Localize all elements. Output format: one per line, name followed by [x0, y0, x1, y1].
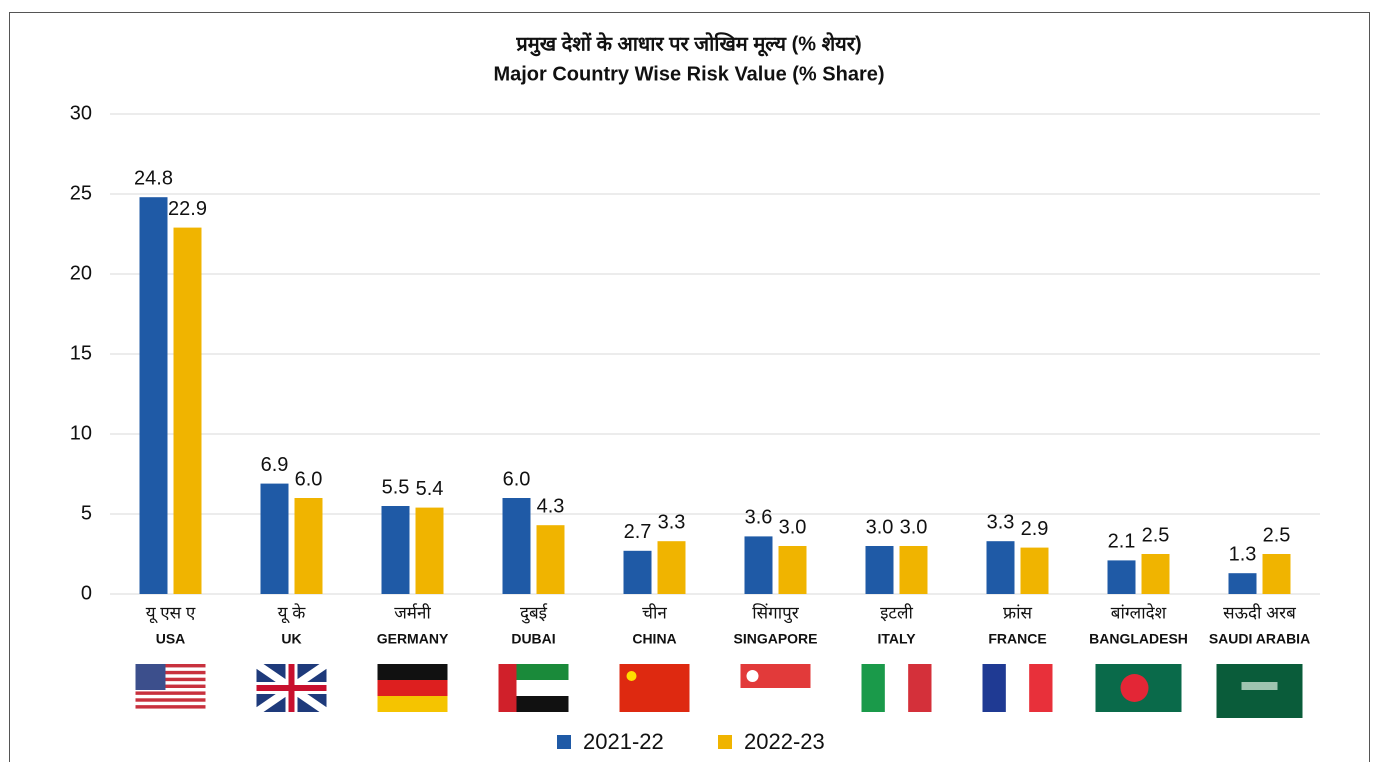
flag-part: [498, 664, 517, 712]
bar: [744, 536, 773, 594]
data-label: 1.3: [1229, 543, 1257, 565]
bar: [899, 546, 928, 594]
flag-part: [982, 664, 1006, 712]
data-label: 6.9: [261, 454, 289, 476]
bar: [536, 525, 565, 594]
flag-part: [1216, 664, 1303, 718]
bar: [1107, 560, 1136, 594]
bar: [294, 498, 323, 594]
x-tick-label: ITALY: [877, 631, 916, 647]
y-tick-label: 5: [81, 502, 92, 524]
x-tick-label: GERMANY: [377, 631, 449, 647]
x-tick-label-hindi: यू एस ए: [146, 603, 196, 623]
x-tick-label-hindi: सिंगापुर: [752, 602, 800, 623]
y-tick-label: 15: [70, 342, 92, 364]
bar: [1020, 547, 1049, 594]
bar: [986, 541, 1015, 594]
x-tick-label: CHINA: [632, 631, 676, 647]
flag-part: [1029, 664, 1053, 712]
flag-part: [135, 691, 206, 695]
x-tick-label-hindi: फ्रांस: [1003, 603, 1033, 622]
x-tick-label: DUBAI: [511, 631, 555, 647]
x-tick-label-hindi: दुबई: [520, 602, 548, 623]
flag-part: [619, 664, 690, 712]
flag-part: [377, 696, 448, 712]
flag-part: [746, 670, 759, 682]
data-label: 3.3: [987, 511, 1015, 533]
data-label: 4.3: [537, 495, 565, 517]
x-tick-label: SAUDI ARABIA: [1209, 631, 1310, 647]
flag-part: [1241, 682, 1278, 690]
x-tick-label-hindi: सऊदी अरब: [1223, 602, 1296, 622]
flag-part: [626, 671, 637, 681]
legend-swatch: [718, 735, 732, 749]
frame: [9, 12, 1370, 762]
data-label: 3.0: [900, 516, 928, 538]
data-label: 5.4: [416, 478, 444, 500]
flag-part: [377, 680, 448, 696]
x-tick-label-hindi: बांग्लादेश: [1111, 602, 1167, 622]
x-tick-label-hindi: जर्मनी: [394, 602, 431, 622]
y-tick-label: 0: [81, 582, 92, 604]
bar: [623, 550, 652, 594]
bar: [502, 498, 531, 594]
flag-part: [135, 705, 206, 709]
bar: [865, 546, 894, 594]
bar: [415, 507, 444, 594]
flag-part: [135, 698, 206, 702]
flag-part: [288, 664, 295, 712]
chart-title: प्रमुख देशों के आधार पर जोखिम मूल्य (% श…: [515, 31, 861, 56]
flag-part: [861, 664, 885, 712]
bar: [173, 227, 202, 594]
x-tick-label: BANGLADESH: [1089, 631, 1188, 647]
x-tick-label: UK: [281, 631, 301, 647]
data-label: 3.3: [658, 511, 686, 533]
data-label: 2.1: [1108, 531, 1136, 553]
y-tick-label: 20: [70, 262, 92, 284]
y-tick-label: 30: [70, 102, 92, 124]
data-label: 3.0: [779, 516, 807, 538]
flag-part: [1120, 674, 1149, 702]
flag-part: [135, 677, 206, 682]
bar: [1262, 554, 1291, 594]
flag-part: [135, 684, 206, 688]
data-label: 2.5: [1263, 524, 1291, 546]
bar: [260, 483, 289, 594]
flag-part: [135, 664, 166, 690]
data-label: 3.6: [745, 507, 773, 529]
data-label: 3.0: [866, 516, 894, 538]
chart-subtitle: Major Country Wise Risk Value (% Share): [493, 63, 884, 85]
legend-label: 2022-23: [744, 729, 825, 754]
flag-part: [135, 664, 206, 668]
flag-part: [135, 670, 206, 675]
bar: [657, 541, 686, 594]
data-label: 2.5: [1142, 524, 1170, 546]
x-tick-label-hindi: चीन: [642, 602, 667, 622]
bar: [1141, 554, 1170, 594]
data-label: 22.9: [168, 198, 207, 220]
flag-part: [377, 664, 448, 680]
data-label: 2.7: [624, 521, 652, 543]
x-tick-label: USA: [156, 631, 186, 647]
data-label: 6.0: [503, 468, 531, 490]
legend-label: 2021-22: [583, 729, 664, 754]
x-tick-label-hindi: इटली: [880, 602, 913, 622]
x-tick-label-hindi: यू के: [278, 602, 307, 623]
bar: [1228, 573, 1257, 594]
flag-part: [908, 664, 932, 712]
y-tick-label: 25: [70, 182, 92, 204]
data-label: 24.8: [134, 167, 173, 189]
bar: [139, 197, 168, 594]
data-label: 2.9: [1021, 518, 1049, 540]
data-label: 6.0: [295, 468, 323, 490]
y-tick-label: 10: [70, 422, 92, 444]
legend-swatch: [557, 735, 571, 749]
x-tick-label: SINGAPORE: [733, 631, 817, 647]
bar: [778, 546, 807, 594]
data-label: 5.5: [382, 476, 410, 498]
x-tick-label: FRANCE: [988, 631, 1046, 647]
bar: [381, 506, 410, 594]
